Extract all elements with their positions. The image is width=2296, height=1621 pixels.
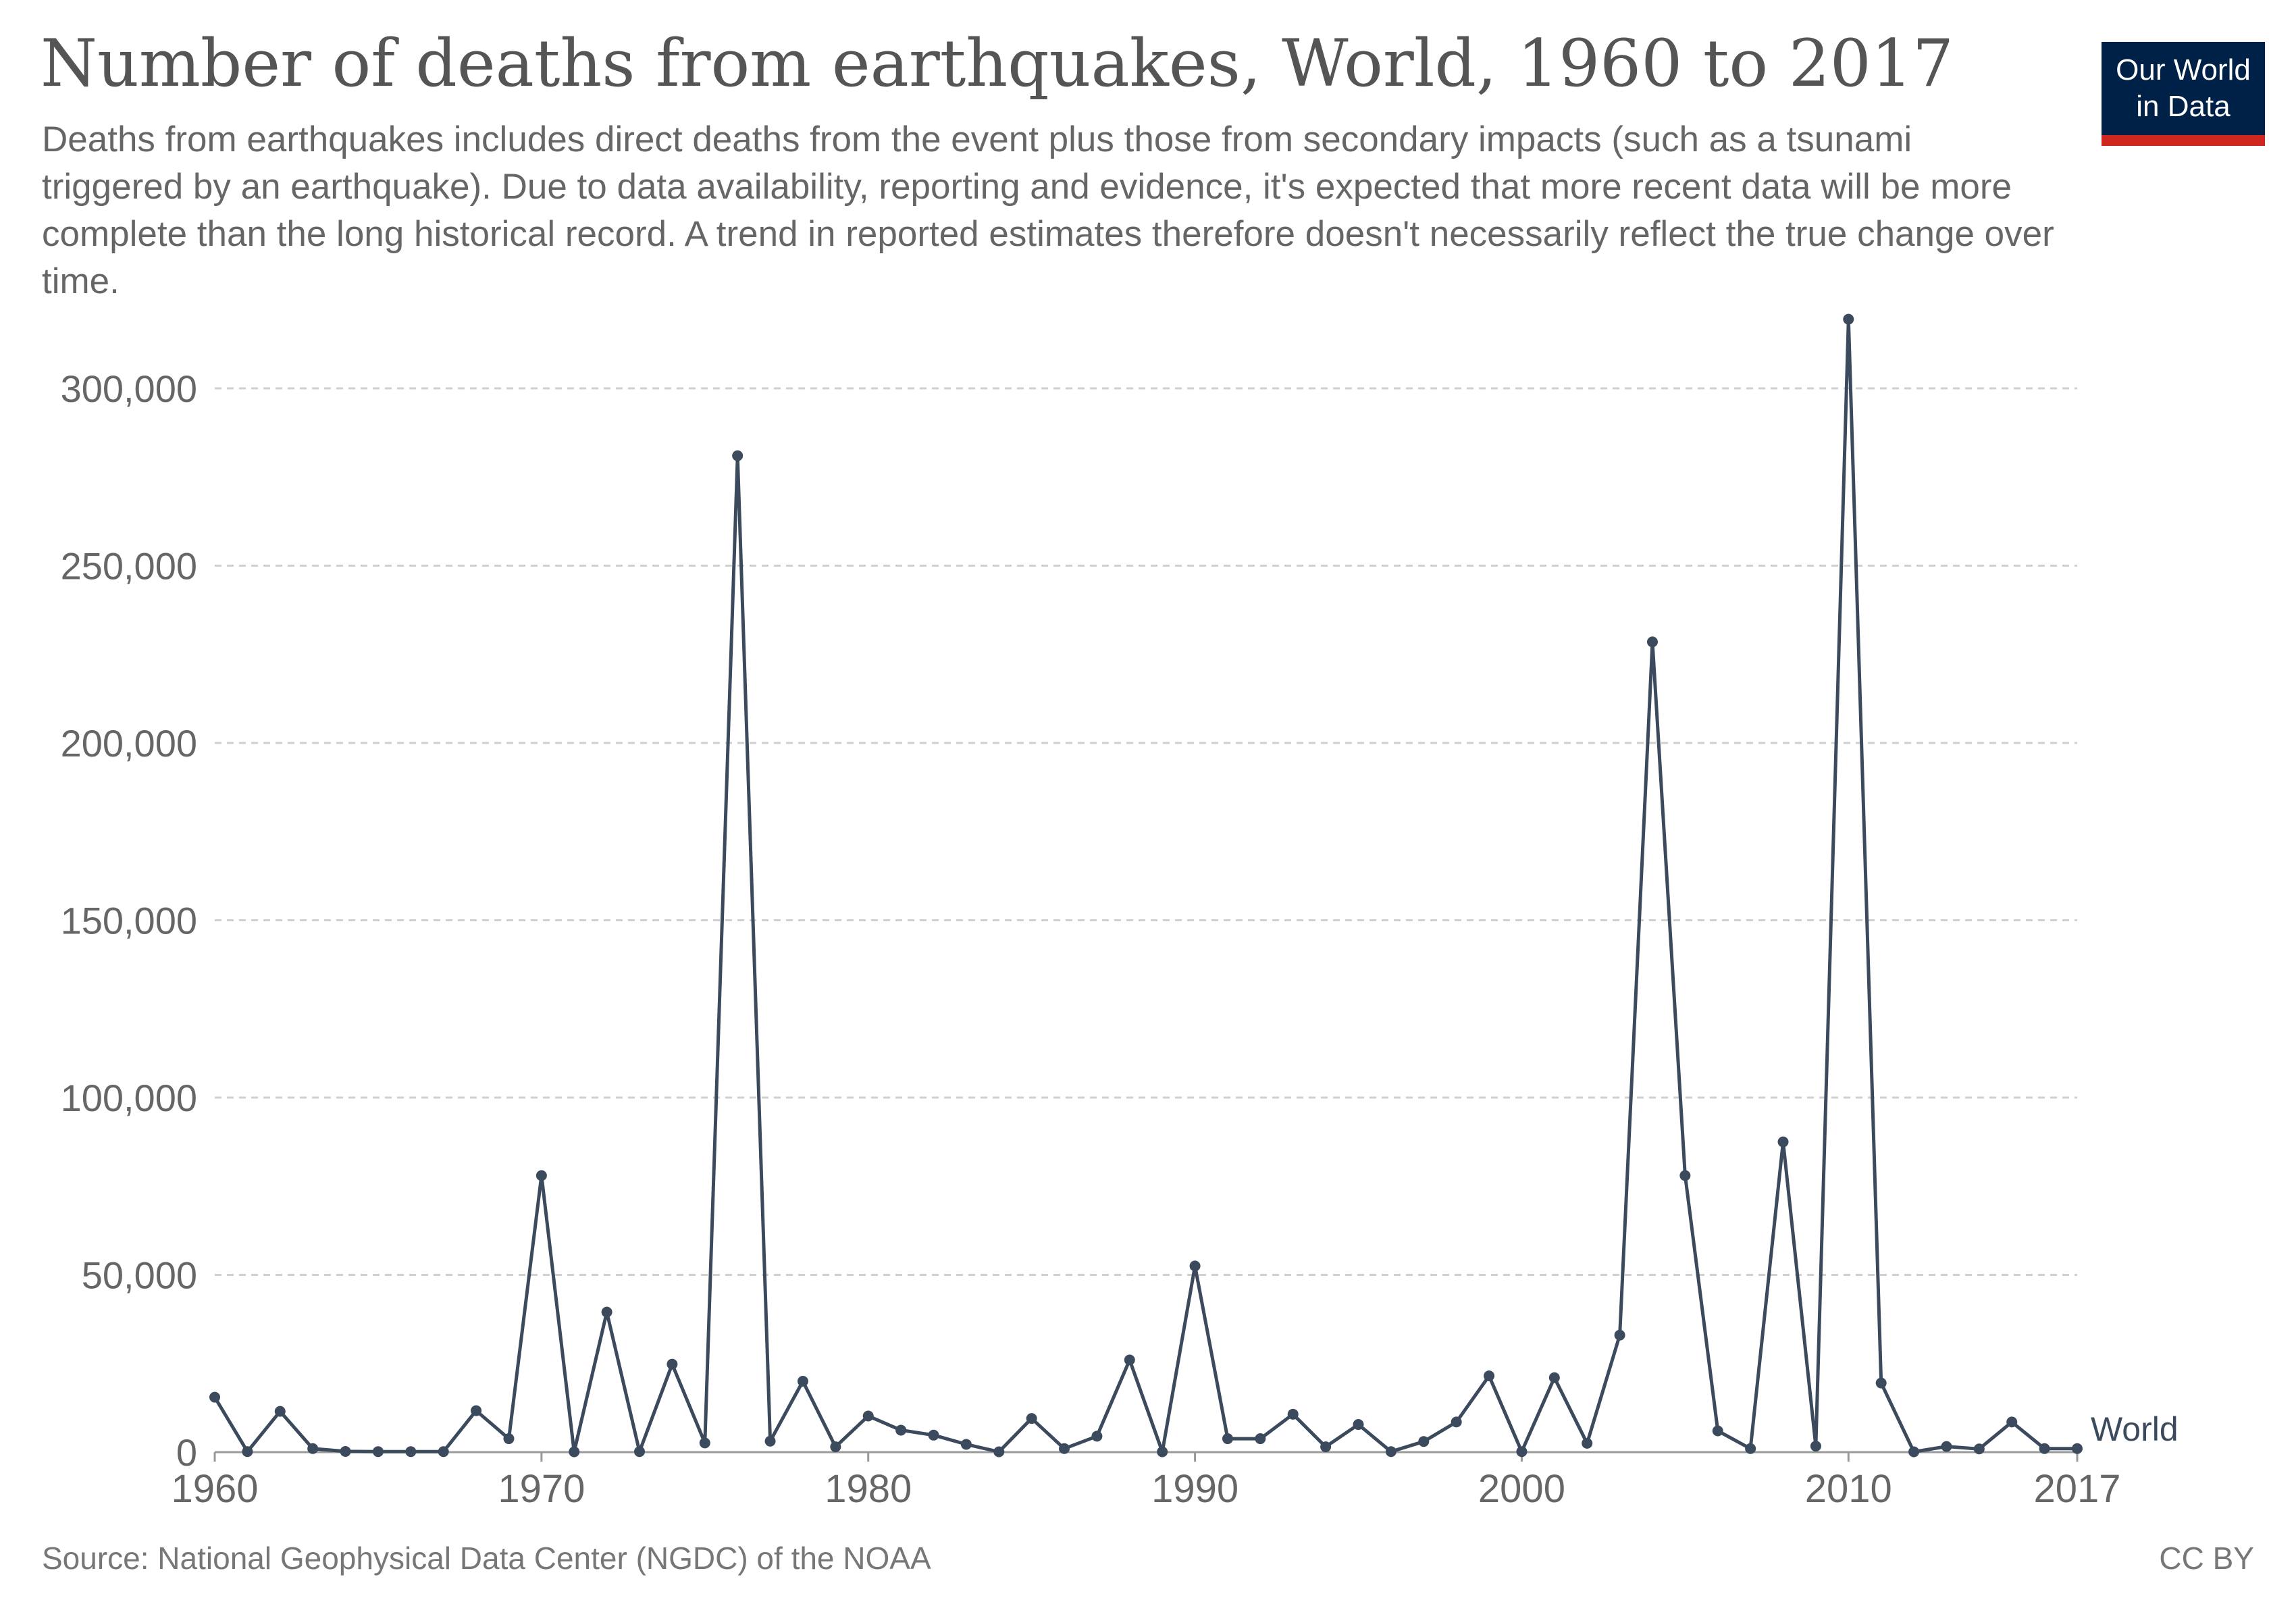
data-point [340,1445,351,1457]
data-point [1255,1433,1266,1445]
data-point [536,1170,547,1181]
series-line [213,317,2077,1453]
chart-subtitle: Deaths from earthquakes includes direct … [42,120,2054,301]
data-point [1941,1441,1952,1452]
data-point [405,1446,417,1458]
data-point [1026,1413,1037,1424]
data-point [1712,1425,1723,1437]
data-point [601,1306,612,1318]
data-point [438,1446,449,1458]
owid-logo[interactable]: Our World in Data [2102,42,2265,146]
data-point [307,1443,319,1454]
data-point [1451,1416,1462,1428]
data-point [1353,1419,1364,1431]
data-point [1646,636,1658,648]
data-point [1222,1433,1233,1445]
data-point [830,1441,841,1453]
data-point [209,1391,220,1403]
data-point [1124,1354,1135,1366]
data-point [1418,1436,1430,1447]
series-label: World [2091,1410,2178,1448]
data-point [1908,1446,1920,1458]
x-tick-label: 2000 [1478,1467,1565,1511]
data-point [895,1424,907,1436]
y-tick-label: 250,000 [61,545,197,588]
data-point [1320,1441,1332,1453]
data-point [1810,1441,1821,1452]
data-point [569,1446,580,1458]
data-point [1548,1372,1560,1383]
data-point [1777,1136,1789,1148]
data-point [1484,1370,1495,1382]
data-point [764,1435,776,1447]
data-point [503,1433,515,1445]
x-tick-label: 1980 [825,1467,912,1511]
data-point [960,1439,972,1450]
data-point [1385,1446,1397,1458]
data-point [928,1429,939,1441]
data-point [732,450,743,461]
data-point [1679,1170,1691,1181]
y-tick-label: 200,000 [61,722,197,765]
y-tick-label: 50,000 [82,1254,197,1297]
y-tick-label: 300,000 [61,367,197,410]
data-point [1189,1260,1201,1272]
data-point [1875,1377,1887,1389]
x-tick-label: 2017 [2033,1467,2120,1511]
x-tick-label: 1970 [498,1467,585,1511]
data-point [274,1406,286,1417]
logo-line-2: in Data [2136,90,2230,123]
source-note: Source: National Geophysical Data Center… [42,1541,931,1576]
y-tick-label: 0 [176,1431,197,1474]
data-point [1516,1446,1528,1458]
license-label[interactable]: CC BY [2159,1541,2254,1576]
data-point [667,1358,678,1370]
data-point [862,1410,874,1422]
data-point [1059,1443,1070,1454]
logo-line-1: Our World [2116,53,2251,86]
data-point [1973,1443,1985,1455]
data-point [993,1446,1005,1458]
x-tick-label: 1960 [171,1467,258,1511]
chart-title: Number of deaths from earthquakes, World… [41,26,1954,101]
data-point [471,1405,482,1416]
x-tick-label: 1990 [1151,1467,1238,1511]
data-point [1614,1329,1625,1341]
data-point [797,1376,808,1387]
data-point [2006,1416,2018,1428]
data-point [699,1437,710,1449]
data-point [1287,1408,1299,1420]
data-point [242,1446,253,1458]
data-point [1582,1437,1593,1449]
data-point [1745,1443,1756,1454]
data-point [372,1446,384,1458]
y-tick-label: 150,000 [61,900,197,942]
y-tick-label: 100,000 [61,1077,197,1119]
data-point [1157,1446,1168,1458]
x-tick-label: 2010 [1805,1467,1892,1511]
data-point [1843,313,1854,325]
data-point [1091,1431,1103,1442]
data-point [2039,1443,2050,1454]
data-point [634,1446,646,1458]
data-point [2072,1443,2083,1454]
